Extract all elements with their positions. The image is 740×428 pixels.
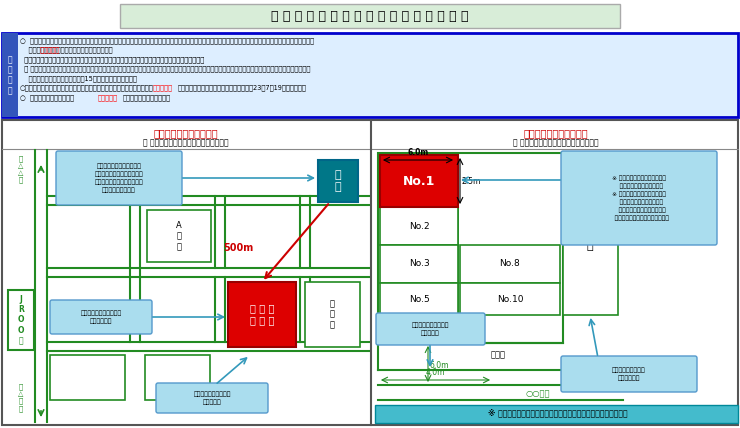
Bar [147, 210, 211, 262]
Bar [380, 155, 458, 207]
Text: 出入口: 出入口 [491, 351, 505, 360]
Text: しているか、または届出日の前15日以内に保有していた。: しているか、または届出日の前15日以内に保有していた。 [20, 75, 137, 82]
Bar [380, 283, 458, 315]
Text: J
R
O
O
駅: J R O O 駅 [18, 295, 24, 345]
Bar [2, 120, 738, 425]
Text: No.1: No.1 [403, 175, 435, 187]
Text: 目標となる建物を記載し
てください。: 目標となる建物を記載し てください。 [81, 310, 121, 324]
Text: 道路の幅員を記載して
ください。: 道路の幅員を記載して ください。 [411, 322, 449, 336]
Bar [228, 282, 296, 347]
FancyBboxPatch shape [50, 300, 152, 334]
Text: 留
意
事
項: 留 意 事 項 [7, 55, 13, 95]
FancyBboxPatch shape [561, 356, 697, 392]
Text: No.10: No.10 [497, 294, 523, 303]
FancyBboxPatch shape [156, 383, 268, 413]
Bar [145, 355, 210, 400]
Text: 使用の本拠の位置（自宅・
事業所等）と車庫の位置との
間を直線で結び、その距離を
記載してください。: 使用の本拠の位置（自宅・ 事業所等）と車庫の位置との 間を直線で結び、その距離を… [95, 163, 144, 193]
Bar [380, 245, 458, 283]
Text: の記載を省略することができます。（平成23年7月19日から適用）: の記載を省略することができます。（平成23年7月19日から適用） [178, 84, 307, 91]
Text: ※ 機械式駐車場の場合は、保安基準の制限に注意してください。: ※ 機械式駐車場の場合は、保安基準の制限に注意してください。 [488, 410, 628, 419]
Bar [460, 245, 560, 283]
Text: （ 記載を省略できる場合があります。）: （ 記載を省略できる場合があります。） [143, 138, 229, 147]
Text: 「所在図」: 「所在図」 [40, 47, 60, 53]
Text: 6.0m: 6.0m [408, 148, 428, 157]
Text: 至
△
〇
駅: 至 △ 〇 駅 [18, 383, 24, 412]
Text: ○  次に該当する場合は、自動車保管場所証明申請書又は自動車保管場所届出書の「保管場所標章番号欄」に旧自動車の保管場所標章番号を記載することにより、: ○ 次に該当する場合は、自動車保管場所証明申請書又は自動車保管場所届出書の「保管… [20, 37, 314, 44]
Text: 「所在図」: 「所在図」 [153, 84, 173, 91]
Text: 付近の道路を記載して
ください。: 付近の道路を記載して ください。 [193, 391, 231, 405]
Bar [460, 283, 560, 315]
Bar [8, 290, 34, 350]
Text: 4.0m: 4.0m [425, 368, 445, 377]
Text: ・「自動車の使用の本拠の位置」「自動車の保管場所の位置」のいずれも、旧自動車と変更がない。: ・「自動車の使用の本拠の位置」「自動車の保管場所の位置」のいずれも、旧自動車と変… [20, 56, 204, 62]
Bar [50, 355, 125, 400]
Text: ○  上記に該当する場合でも: ○ 上記に該当する場合でも [20, 94, 74, 101]
Text: ・ 自動車保管場所証明申請の場合は、申請の時点で旧自動車を保有している。軽自動車の自動車保管場所届出（新規）の場合は、届出の時点で旧自動車を保有: ・ 自動車保管場所証明申請の場合は、申請の時点で旧自動車を保有している。軽自動車… [20, 65, 310, 72]
Text: 自
宅: 自 宅 [334, 170, 341, 192]
Text: 所　在　図　記　載　欄: 所 在 図 記 載 欄 [154, 128, 218, 138]
Text: 周囲の建物を記載し
てください。: 周囲の建物を記載し てください。 [612, 367, 646, 381]
Bar [375, 405, 738, 423]
Text: ※ 自宅の場合は、敷地を記載し
   車庫を明示してください。
※ 車庫は、奥行き、幅の平面の
   寸法を記載してください。
   高さ制限のある駐車場につい: ※ 自宅の場合は、敷地を記載し 車庫を明示してください。 ※ 車庫は、奥行き、幅… [609, 175, 669, 220]
Text: 6.0m: 6.0m [430, 360, 449, 369]
Text: 霞
ビ
ル: 霞 ビ ル [329, 299, 334, 329]
Text: ○○通り: ○○通り [525, 389, 551, 398]
Text: か す み
駐 車 場: か す み 駐 車 場 [250, 303, 275, 325]
Text: 「配置図」: 「配置図」 [98, 94, 118, 101]
Text: No.5: No.5 [408, 294, 429, 303]
Text: 配　置　図　記　載　欄: 配 置 図 記 載 欄 [524, 128, 588, 138]
FancyBboxPatch shape [56, 151, 182, 205]
Text: No.8: No.8 [500, 259, 520, 268]
Bar [2, 33, 738, 117]
Bar [563, 153, 618, 315]
Text: No.2: No.2 [408, 222, 429, 231]
Bar [378, 153, 563, 343]
Bar [120, 4, 620, 28]
Text: （ 記載を省略することはできません。）: （ 記載を省略することはできません。） [513, 138, 599, 147]
Text: No.3: No.3 [408, 259, 429, 268]
Bar [305, 282, 360, 347]
Bar [380, 207, 458, 245]
Text: 「所在図」の記載を省略することができます。: 「所在図」の記載を省略することができます。 [20, 47, 112, 53]
Text: A
銀
行: A 銀 行 [176, 221, 182, 251]
FancyBboxPatch shape [561, 151, 717, 245]
Text: の記載は省略できません。: の記載は省略できません。 [123, 94, 171, 101]
Text: ○「自動車の本拠の位置」と「自動車の保管場所の位置」が同一の場合も: ○「自動車の本拠の位置」と「自動車の保管場所の位置」が同一の場合も [20, 84, 154, 91]
Text: 霞
ビ
ル: 霞 ビ ル [587, 217, 593, 251]
Text: 【 保 管 場 所 所 在 図 ・ 配 置 図 】 の 記 載 例: 【 保 管 場 所 所 在 図 ・ 配 置 図 】 の 記 載 例 [272, 9, 468, 23]
Text: 2.5m: 2.5m [462, 176, 482, 185]
Bar [2, 33, 18, 117]
FancyBboxPatch shape [376, 313, 485, 345]
Text: 500m: 500m [223, 243, 253, 253]
Bar [318, 160, 358, 202]
Text: 至
△
△
駅: 至 △ △ 駅 [18, 155, 24, 183]
